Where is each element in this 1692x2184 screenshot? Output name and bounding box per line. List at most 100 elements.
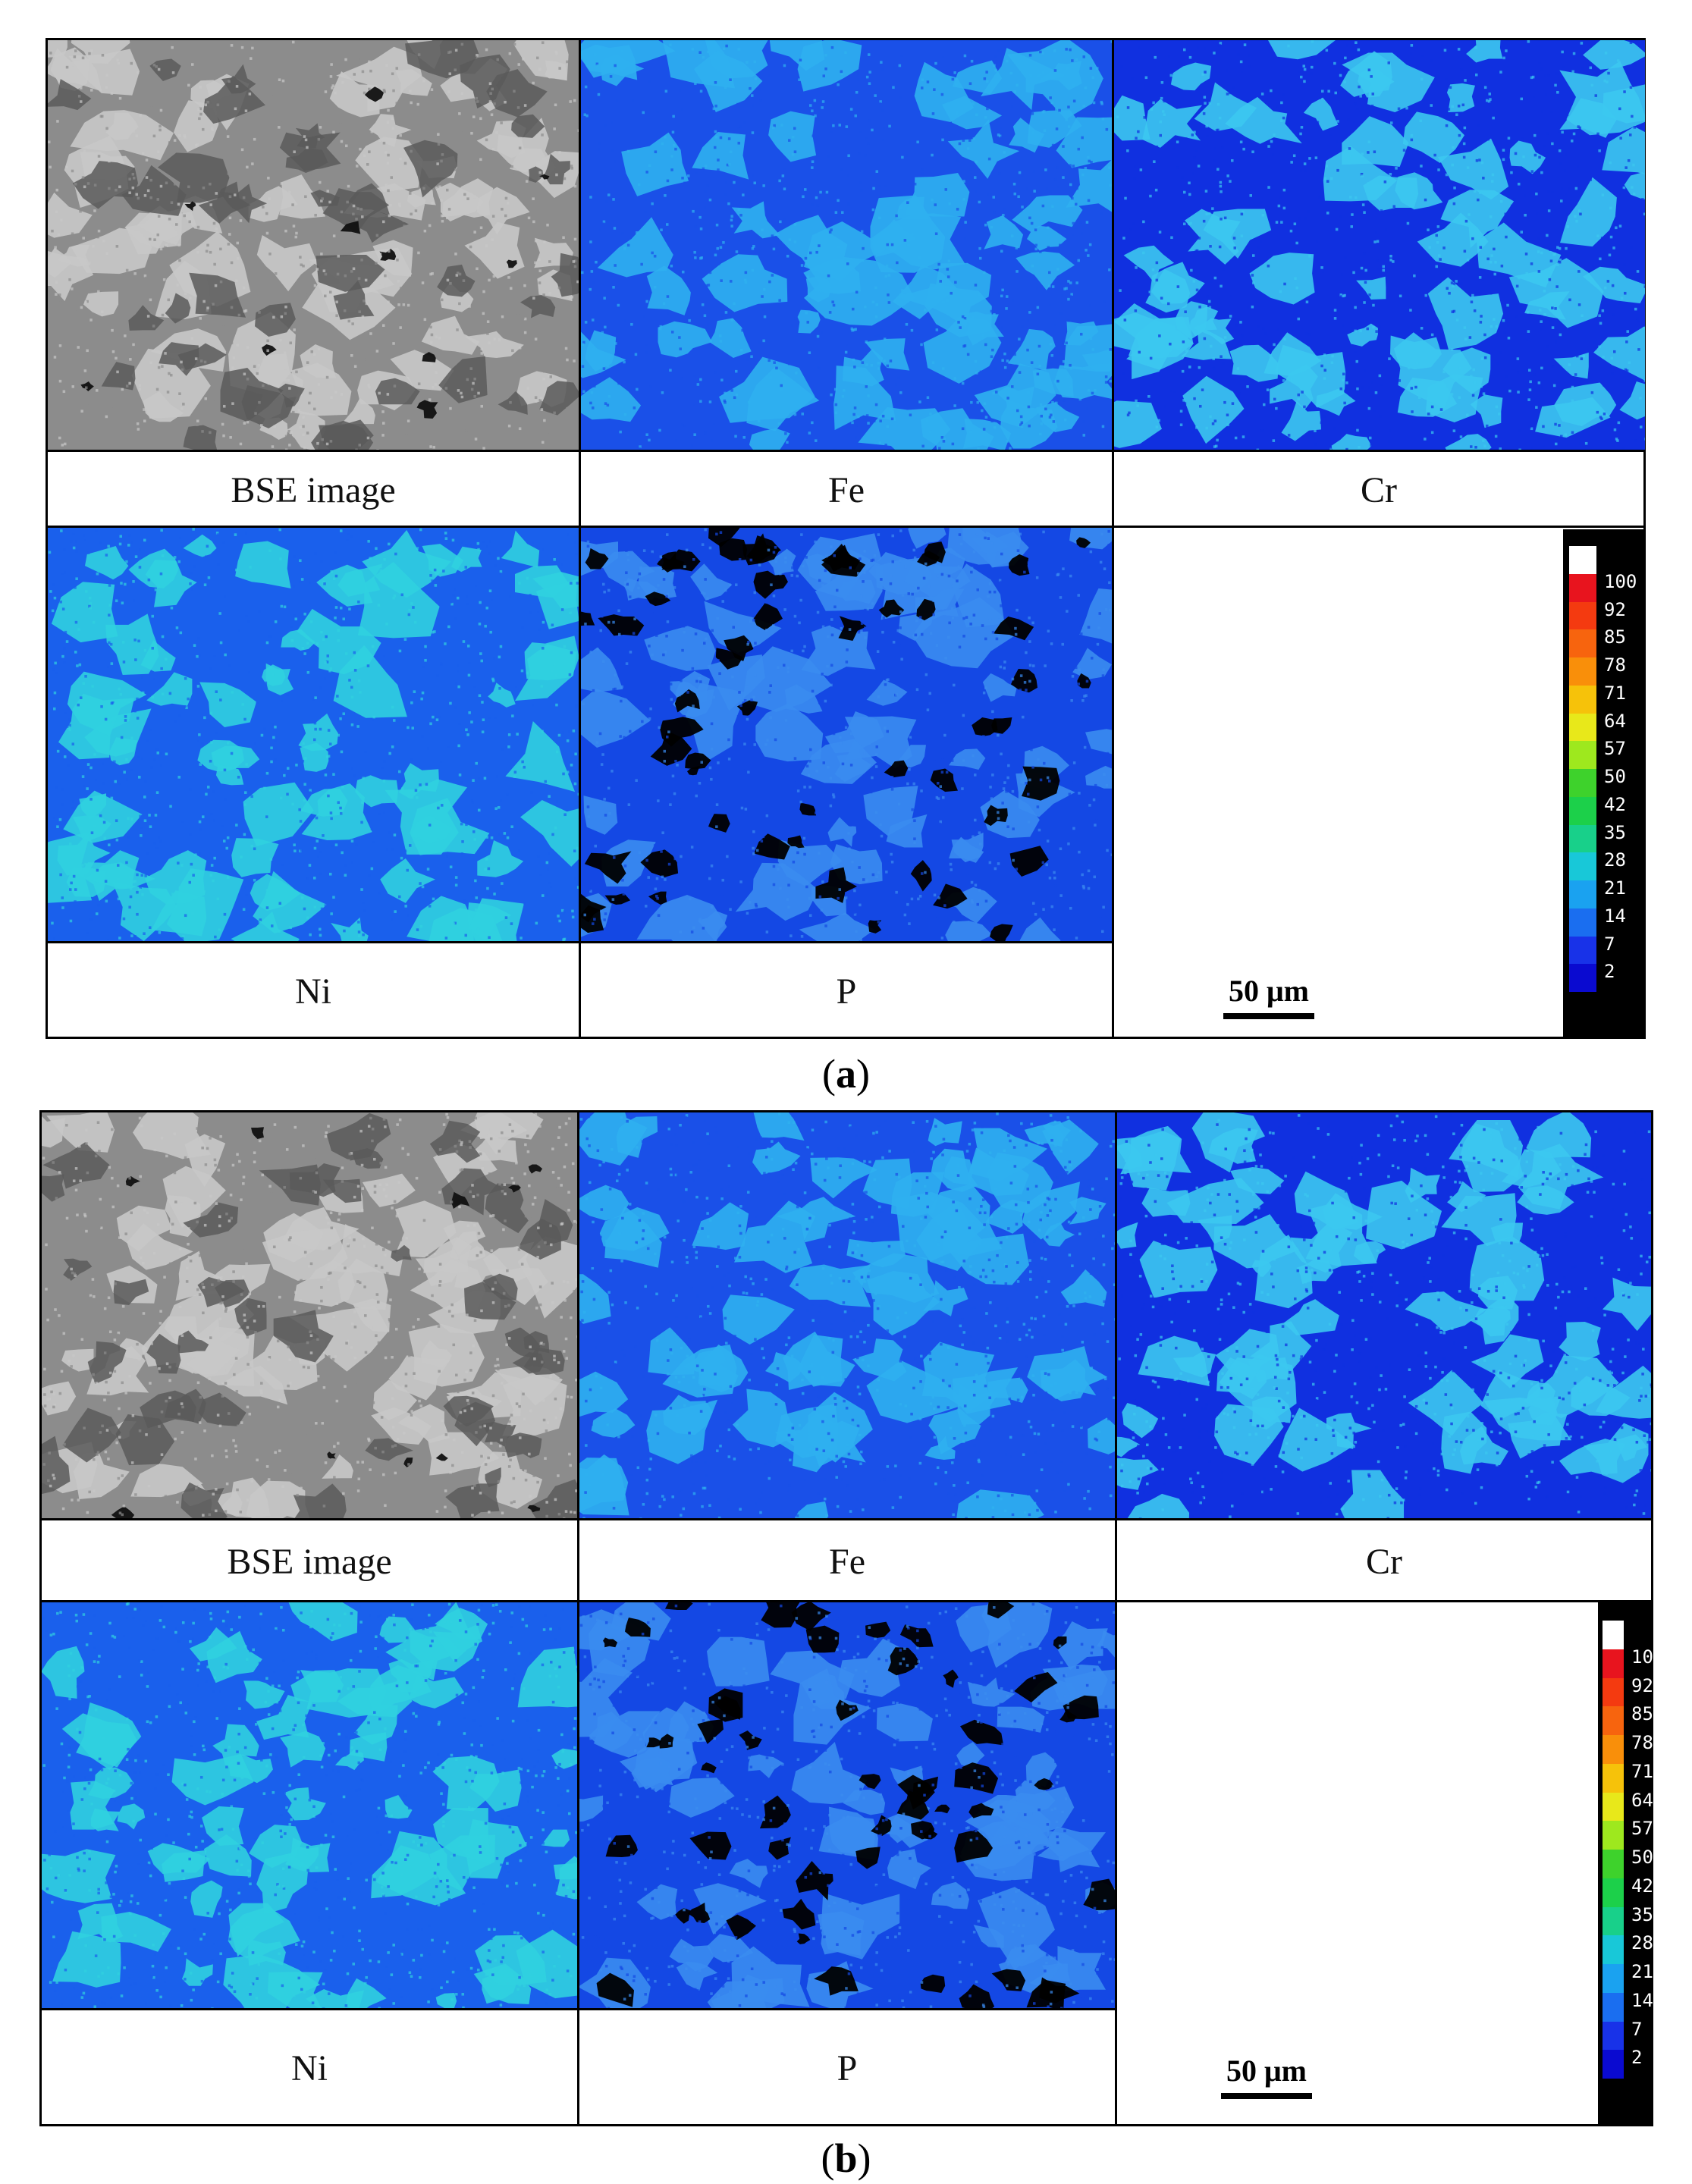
column-divider	[577, 1112, 579, 2124]
colorbar-tick-label: 57	[1604, 738, 1626, 760]
ni-map-texture	[48, 528, 579, 941]
colorbar-swatch	[1569, 908, 1596, 937]
colorbar-swatch	[1603, 1906, 1624, 1936]
colorbar-scale	[1603, 1621, 1624, 2108]
row-divider	[48, 526, 1643, 528]
colorbar-swatch	[1569, 685, 1596, 714]
figure-b-grid: BSE image Fe Cr Ni P 50 μm 100 92 85 78 71 64…	[39, 1110, 1664, 2126]
figure-a-grid: BSE image Fe Cr Ni P 50 μm 100 92 85 78 71 64…	[46, 38, 1646, 1039]
p-map-texture	[579, 1602, 1115, 2008]
fe-map-b	[579, 1112, 1115, 1518]
cr-map-a	[1114, 40, 1645, 450]
cr-map-texture	[1114, 40, 1645, 450]
colorbar-tick-label: 28	[1604, 849, 1626, 871]
p-map-a	[581, 528, 1112, 941]
label-cr: Cr	[1117, 1518, 1651, 1602]
colorbar-tick-label: 35	[1631, 1903, 1653, 1925]
label-ni: Ni	[48, 941, 579, 1039]
colorbar-tick-label: 7	[1604, 933, 1615, 955]
colorbar-tick-label: 71	[1604, 682, 1626, 704]
column-divider	[579, 40, 581, 1037]
colorbar-tick-label: 2	[1631, 2047, 1643, 2069]
figure-b: BSE image Fe Cr Ni P 50 μm 100 92 85 78 71 64…	[0, 1092, 1692, 2184]
colorbar-tick-label: 14	[1604, 905, 1626, 927]
p-map-texture	[581, 528, 1112, 941]
label-bse-image: BSE image	[42, 1518, 577, 1602]
row-divider	[42, 1600, 1651, 1602]
colorbar-swatch	[1603, 1792, 1624, 1822]
colorbar-swatch	[1603, 1706, 1624, 1736]
figure-caption-b: (b)	[821, 2135, 871, 2181]
colorbar-tick-label: 100	[1631, 1646, 1665, 1668]
colorbar-swatch	[1603, 1763, 1624, 1793]
fe-map-texture	[581, 40, 1112, 450]
colorbar-swatch	[1569, 629, 1596, 658]
label-bse-image: BSE image	[48, 450, 579, 528]
colorbar-swatch	[1603, 1735, 1624, 1765]
colorbar-tick-label: 64	[1631, 1789, 1653, 1811]
colorbar-tick-label: 100	[1604, 570, 1637, 592]
colorbar-tick-label: 2	[1604, 961, 1615, 983]
colorbar-swatch	[1603, 1821, 1624, 1850]
label-cr: Cr	[1114, 450, 1643, 528]
colorbar-swatch	[1569, 741, 1596, 770]
colorbar-tick-label: 85	[1631, 1703, 1653, 1725]
scale-bar-label: 50 μm	[1226, 2054, 1307, 2088]
colorbar-tick-label: 42	[1604, 793, 1626, 815]
scale-bar: 50 μm	[1221, 2053, 1312, 2099]
colorbar-swatch	[1569, 546, 1596, 575]
colorbar-scale	[1569, 546, 1596, 1021]
colorbar-tick-label: 35	[1604, 821, 1626, 843]
colorbar-tick-label: 21	[1604, 877, 1626, 899]
bse-map-b	[42, 1112, 577, 1518]
colorbar-swatch	[1569, 713, 1596, 742]
colorbar-swatch	[1603, 1964, 1624, 1994]
colorbar-swatch	[1603, 1878, 1624, 1908]
bse-map-texture	[48, 40, 579, 450]
cr-map-texture	[1117, 1112, 1651, 1518]
label-p: P	[579, 2008, 1115, 2126]
colorbar-tick-label: 92	[1604, 598, 1626, 620]
column-divider	[1115, 1112, 1117, 2124]
colorbar-swatch	[1569, 880, 1596, 909]
label-ni: Ni	[42, 2008, 577, 2126]
colorbar-swatch	[1569, 852, 1596, 881]
colorbar-tick-label: 78	[1604, 654, 1626, 676]
colorbar-tick-label: 71	[1631, 1760, 1653, 1782]
colorbar-swatch	[1603, 2050, 1624, 2079]
colorbar-swatch	[1603, 2079, 1624, 2108]
colorbar-swatch	[1569, 992, 1596, 1021]
p-map-b	[579, 1602, 1115, 2008]
colorbar-swatch	[1569, 601, 1596, 630]
colorbar-swatch	[1569, 824, 1596, 853]
scale-bar-line	[1221, 2093, 1312, 2099]
fe-map-a	[581, 40, 1112, 450]
bse-map-a	[48, 40, 579, 450]
colorbar-tick-label: 78	[1631, 1732, 1653, 1754]
colorbar-tick-label: 28	[1631, 1932, 1653, 1954]
colorbar-tick-label: 50	[1604, 766, 1626, 788]
ni-map-texture	[42, 1602, 577, 2008]
colorbar-swatch	[1603, 1677, 1624, 1707]
colorbar-tick-label: 57	[1631, 1818, 1653, 1840]
colorbar-swatch	[1569, 936, 1596, 965]
figure-a: BSE image Fe Cr Ni P 50 μm 100 92 85 78 71 64…	[46, 38, 1646, 1097]
label-fe: Fe	[579, 1518, 1115, 1602]
colorbar-swatch	[1603, 1992, 1624, 2022]
scale-bar-label: 50 μm	[1229, 974, 1309, 1008]
colorbar-swatch	[1569, 657, 1596, 686]
colorbar-swatch	[1569, 796, 1596, 826]
colorbar-swatch	[1603, 2021, 1624, 2051]
colorbar-swatch	[1569, 964, 1596, 993]
colorbar: 100 92 85 78 71 64 57 50 42 35 28 21 14 7 2	[1563, 529, 1643, 1037]
ni-map-a	[48, 528, 579, 941]
colorbar-tick-label: 14	[1631, 1989, 1653, 2011]
colorbar-swatch	[1603, 1649, 1624, 1678]
label-p: P	[581, 941, 1112, 1039]
colorbar-swatch	[1603, 1935, 1624, 1965]
colorbar-tick-label: 7	[1631, 2018, 1643, 2040]
colorbar-tick-label: 50	[1631, 1847, 1653, 1869]
scale-bar-line	[1223, 1013, 1314, 1019]
label-fe: Fe	[581, 450, 1112, 528]
ni-map-b	[42, 1602, 577, 2008]
